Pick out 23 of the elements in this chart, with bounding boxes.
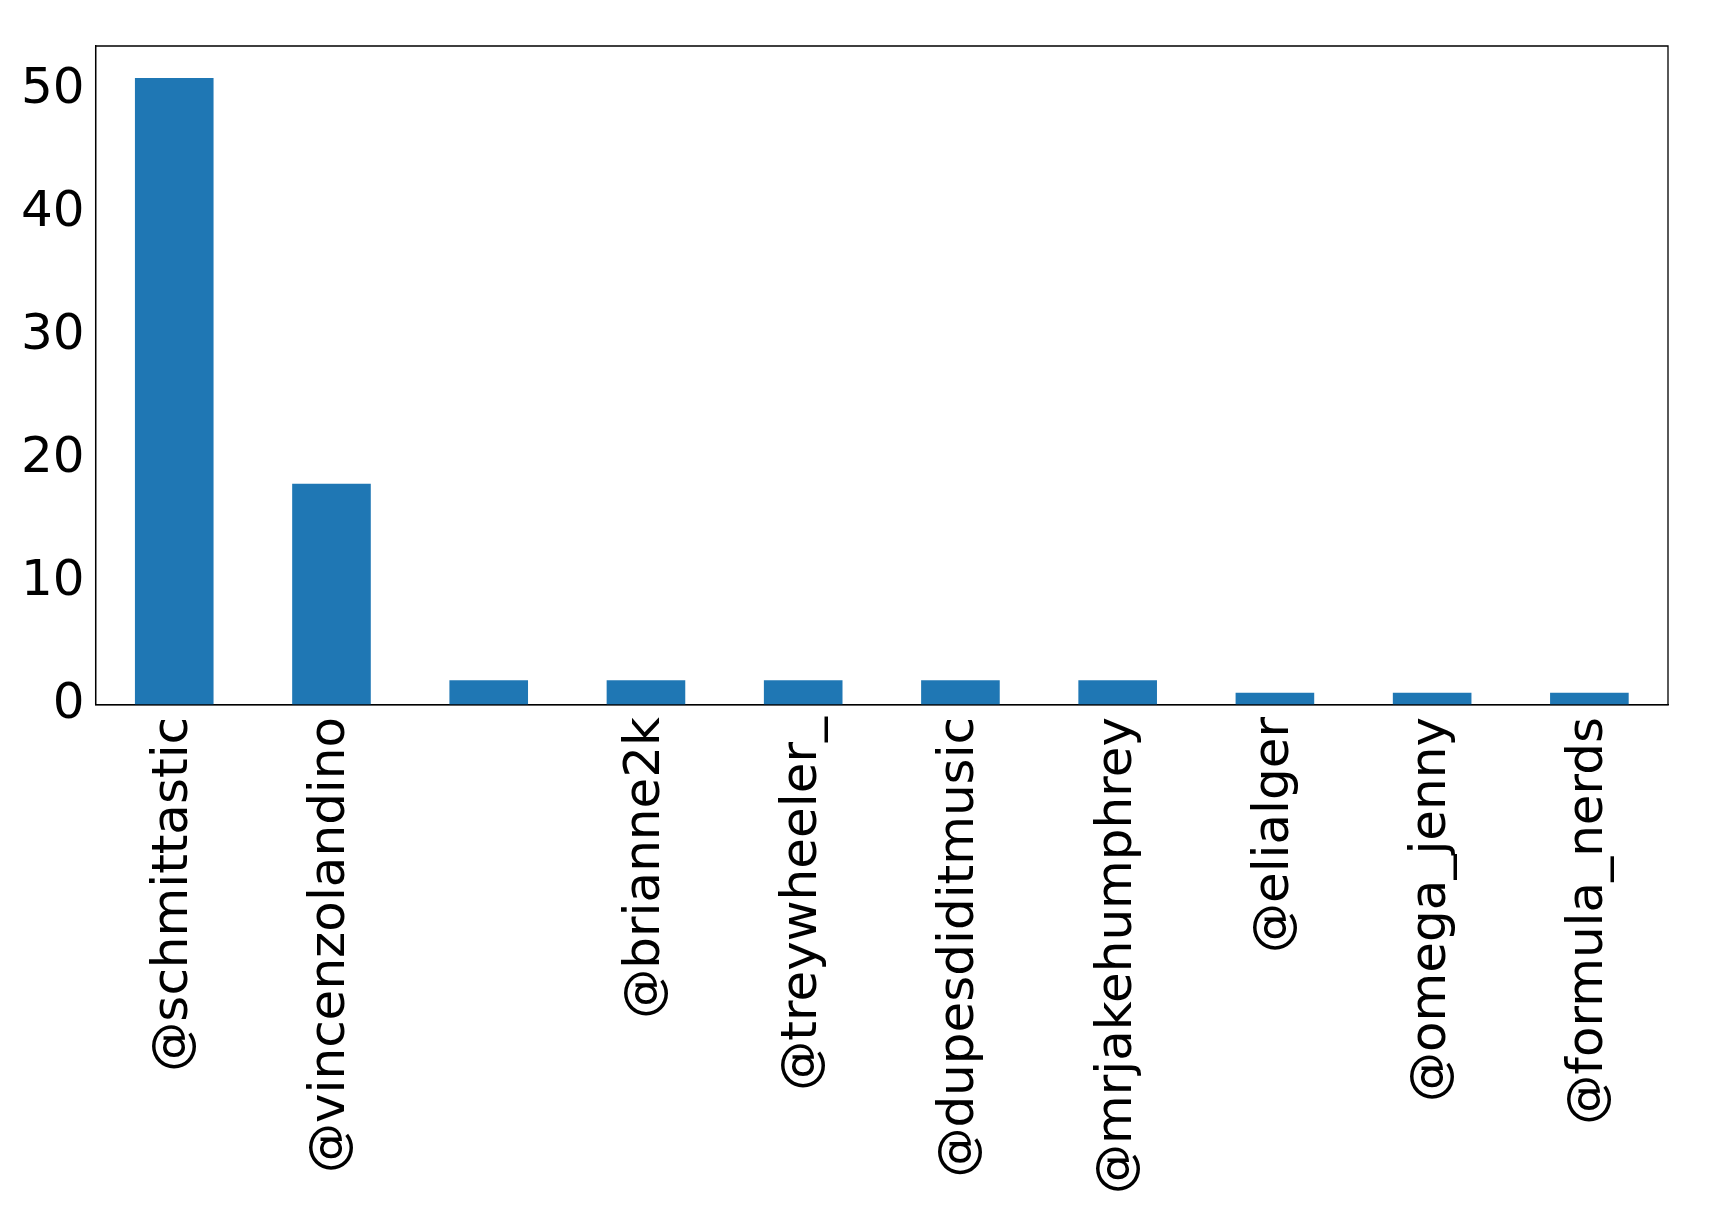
y-tick-label: 30 — [21, 303, 85, 362]
y-tick-label: 20 — [21, 426, 85, 485]
x-tick-label: @mrjakehumphrey — [1084, 716, 1143, 1195]
y-tick-label: 50 — [21, 57, 85, 116]
x-tick-label: @vincenzolandino — [298, 716, 357, 1174]
x-tick-label: @schmittastic — [141, 716, 200, 1072]
x-tick-label: @dupesdiditmusic — [927, 716, 986, 1178]
bar — [606, 680, 686, 705]
x-tick-label: @brianne2k — [612, 716, 671, 1019]
x-tick-label: @formula_nerds — [1556, 716, 1615, 1125]
bar — [921, 680, 1000, 705]
bar — [763, 680, 843, 705]
x-tick-label: @elialger — [1241, 716, 1300, 954]
x-tick-label: @omega_jenny — [1399, 716, 1458, 1103]
bar — [292, 483, 371, 705]
y-tick-label: 0 — [52, 671, 85, 730]
bar — [449, 680, 529, 705]
bar — [134, 77, 214, 705]
y-tick-label: 40 — [21, 180, 85, 239]
x-tick-label: @treywheeler_ — [770, 715, 829, 1091]
bar — [1078, 680, 1157, 705]
y-tick-label: 10 — [21, 549, 85, 607]
bar — [1550, 692, 1629, 705]
